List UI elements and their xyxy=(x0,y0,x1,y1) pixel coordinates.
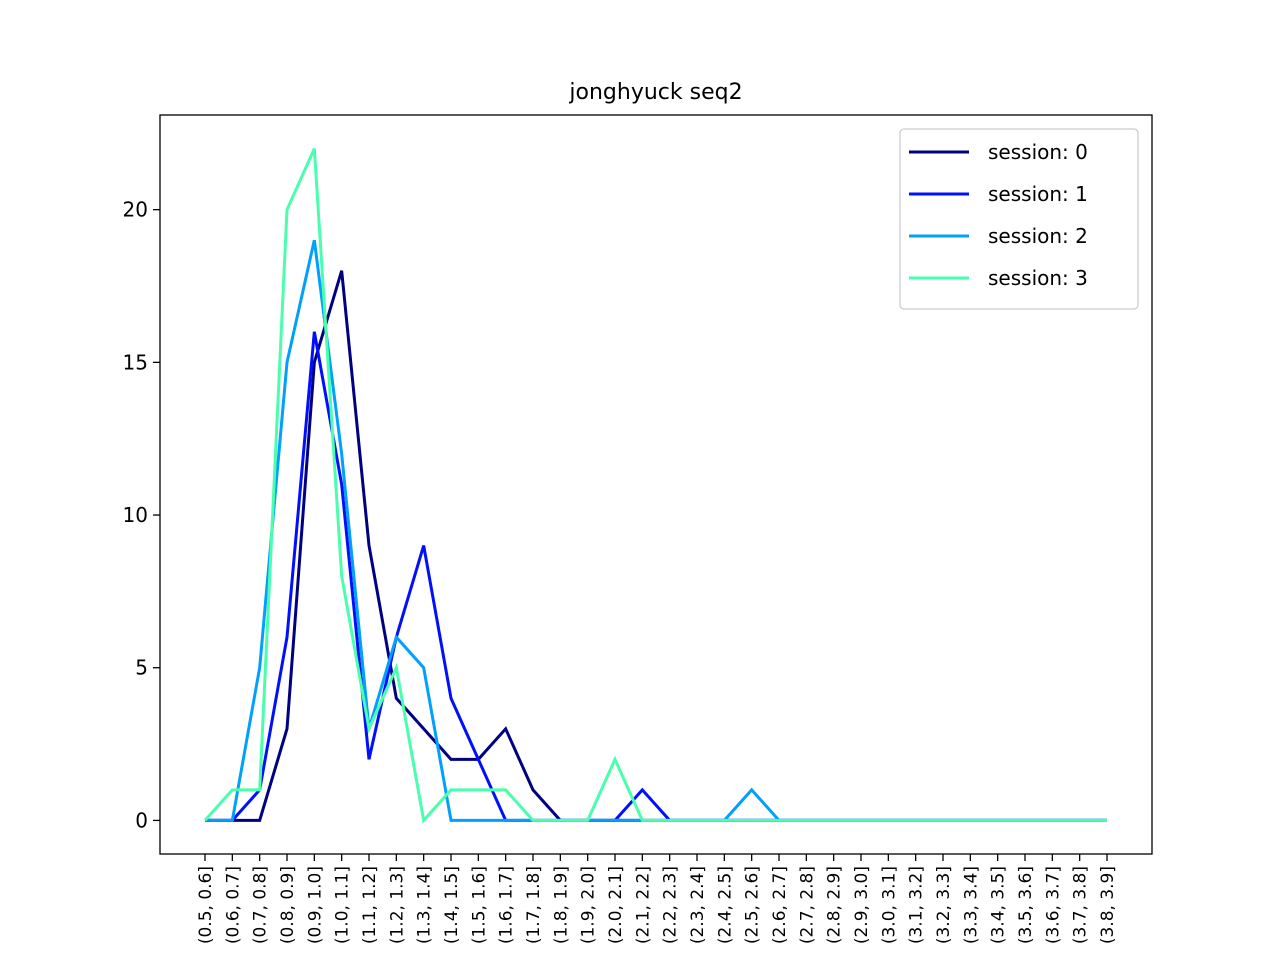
legend: session: 0 session: 1 session: 2 session: 3 xyxy=(899,128,1139,310)
x-tick-label: (2.7, 2.8] xyxy=(797,866,817,944)
y-tick-label: 20 xyxy=(123,198,148,222)
x-tick-label: (1.1, 1.2] xyxy=(360,866,380,944)
x-tick-label: (1.7, 1.8] xyxy=(524,866,544,944)
x-tick-label: (0.6, 0.7] xyxy=(223,866,243,944)
x-tick-label: (0.9, 1.0] xyxy=(305,866,325,944)
x-tick-label: (1.6, 1.7] xyxy=(497,866,517,944)
x-tick-label: (2.5, 2.6] xyxy=(743,866,763,944)
x-tick-label: (0.5, 0.6] xyxy=(196,866,216,944)
x-tick-label: (1.2, 1.3] xyxy=(387,866,407,944)
legend-label-session-3: session: 3 xyxy=(988,266,1088,290)
x-tick-label: (3.0, 3.1] xyxy=(879,866,899,944)
x-tick-label: (2.0, 2.1] xyxy=(606,866,626,944)
x-tick-label: (2.8, 2.9] xyxy=(825,866,845,944)
x-tick-label: (2.1, 2.2] xyxy=(633,866,653,944)
plot-frame xyxy=(159,114,1153,855)
x-axis: (0.5, 0.6] (0.6, 0.7] (0.7, 0.8] (0.8, 0.9]… xyxy=(196,854,1118,944)
x-tick-label: (3.7, 3.8] xyxy=(1071,866,1091,944)
x-tick-label: (1.0, 1.1] xyxy=(333,866,353,944)
x-tick-label: (3.2, 3.3] xyxy=(934,866,954,944)
x-tick-label: (3.3, 3.4] xyxy=(961,866,981,944)
x-tick-label: (2.6, 2.7] xyxy=(770,866,790,944)
x-tick-label: (1.3, 1.4] xyxy=(415,866,435,944)
legend-box xyxy=(899,128,1139,310)
y-axis: 0 5 10 15 20 xyxy=(123,198,160,832)
x-tick-label: (0.7, 0.8] xyxy=(251,866,271,944)
x-tick-label: (3.6, 3.7] xyxy=(1043,866,1063,944)
y-tick-label: 15 xyxy=(123,350,148,374)
x-tick-label: (2.9, 3.0] xyxy=(852,866,872,944)
x-tick-label: (2.3, 2.4] xyxy=(688,866,708,944)
x-tick-label: (1.9, 2.0] xyxy=(579,866,599,944)
x-tick-label: (3.5, 3.6] xyxy=(1016,866,1036,944)
y-tick-label: 5 xyxy=(135,656,148,680)
x-tick-label: (3.4, 3.5] xyxy=(989,866,1009,944)
legend-label-session-0: session: 0 xyxy=(988,140,1088,164)
series-layer xyxy=(203,147,1107,824)
x-tick-label: (1.4, 1.5] xyxy=(442,866,462,944)
x-tick-label: (0.8, 0.9] xyxy=(278,866,298,944)
y-tick-label: 0 xyxy=(135,808,148,832)
x-tick-label: (3.8, 3.9] xyxy=(1098,866,1118,944)
x-tick-label: (3.1, 3.2] xyxy=(907,866,927,944)
y-tick-label: 10 xyxy=(123,503,148,527)
chart-title: jonghyuck seq2 xyxy=(568,80,742,105)
x-tick-label: (1.8, 1.9] xyxy=(551,866,571,944)
x-tick-label: (2.2, 2.3] xyxy=(661,866,681,944)
legend-label-session-1: session: 1 xyxy=(988,182,1088,206)
x-tick-label: (2.4, 2.5] xyxy=(715,866,735,944)
x-tick-label: (1.5, 1.6] xyxy=(469,866,489,944)
legend-label-session-2: session: 2 xyxy=(988,224,1088,248)
series-line-session-3 xyxy=(203,147,1107,824)
